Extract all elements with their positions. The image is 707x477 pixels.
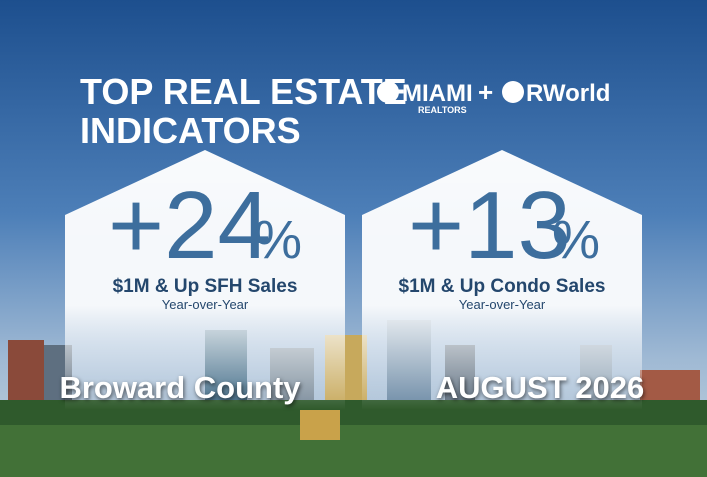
change-value: +24 <box>108 172 271 279</box>
card-label: $1M & Up Condo Sales <box>399 276 606 297</box>
logo-text: MIAMI <box>402 80 473 107</box>
title-line: INDICATORS <box>80 110 301 151</box>
logo-icon <box>377 81 399 103</box>
building <box>8 340 44 410</box>
change-unit: % <box>254 210 302 270</box>
trees <box>0 425 707 477</box>
house-card <box>65 150 345 410</box>
card-footer: Broward County <box>59 370 301 405</box>
change-unit: % <box>552 210 600 270</box>
card-footer: AUGUST 2026 <box>436 370 644 405</box>
logo-icon <box>502 81 524 103</box>
card-label: $1M & Up SFH Sales <box>113 276 298 297</box>
building <box>300 410 340 440</box>
card: +24 % $1M & Up SFH Sales Year-over-Year … <box>59 172 302 405</box>
card: +13 % $1M & Up Condo Sales Year-over-Yea… <box>399 172 645 405</box>
change-value: +13 <box>408 172 571 279</box>
house-card <box>362 150 642 410</box>
logo-subtext: REALTORS <box>418 105 467 115</box>
card-period: Year-over-Year <box>162 297 249 312</box>
logo-text: RWorld <box>526 80 610 107</box>
logo-plus: + <box>478 77 493 107</box>
title-line: TOP REAL ESTATE <box>80 71 407 112</box>
card-period: Year-over-Year <box>459 297 546 312</box>
